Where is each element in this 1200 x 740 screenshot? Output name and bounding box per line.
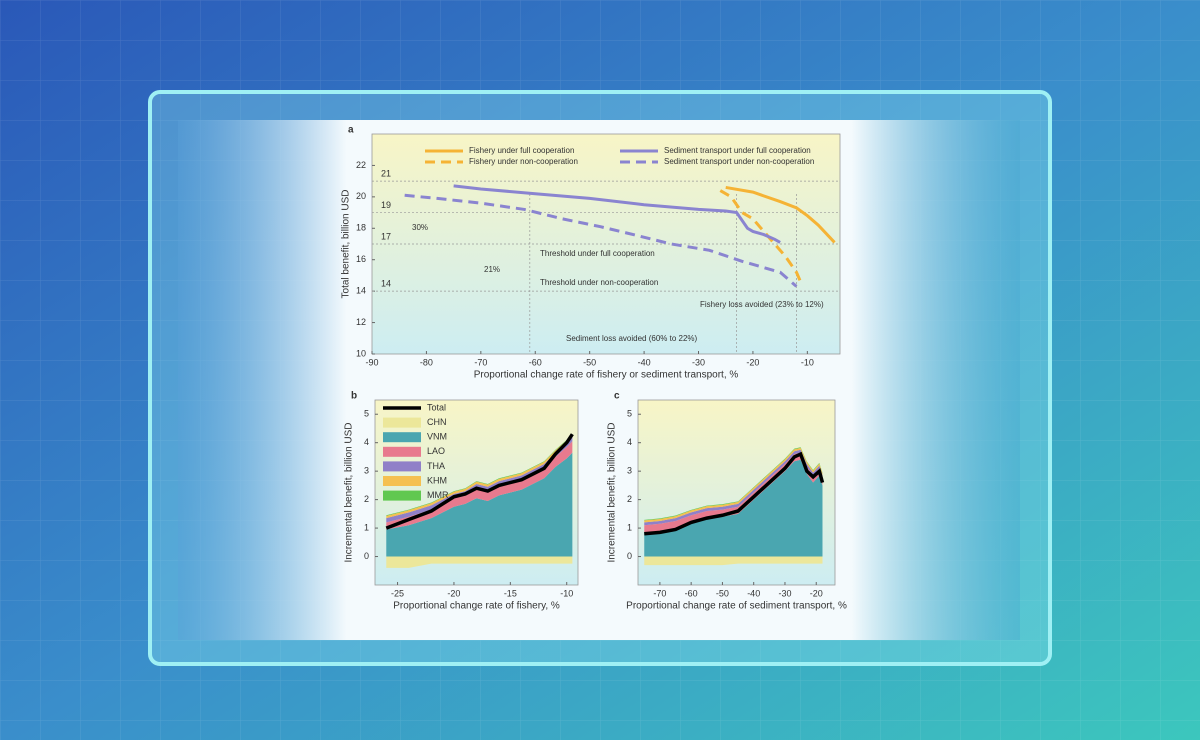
area-segment [644,447,823,523]
annotation: Threshold under non-cooperation [540,278,658,287]
y-tick-label: 18 [356,223,366,233]
legend-swatch [383,461,421,472]
y-tick-label: 14 [356,286,366,296]
x-tick-label: -40 [747,588,760,598]
reference-label: 21 [381,169,391,179]
series-line [453,184,781,244]
x-axis-title: Proportional change rate of fishery or s… [474,370,739,381]
legend-swatch [383,432,421,443]
y-tick-label: 10 [356,348,366,358]
y-tick-label: 3 [364,466,369,476]
x-tick-label: -15 [504,588,517,598]
legend-label: Sediment transport under non-cooperation [664,157,814,166]
figure: a-90 -80 -70 -60 -50 -40 -30 -20 -10101214161820… [341,125,847,612]
y-tick-label: 20 [356,191,366,201]
area-segment [644,449,823,526]
annotation: 30% [412,223,428,232]
y-tick-label: 5 [364,409,369,419]
y-tick-label: 5 [627,409,632,419]
reference-label: 14 [381,279,391,289]
annotation: Sediment loss avoided (60% to 22%) [566,334,698,343]
y-tick-label: 2 [627,494,632,504]
y-tick-label: 0 [364,551,369,561]
y-axis-title: Incremental benefit, billion USD [344,422,355,562]
area-segment [386,556,573,568]
y-tick-label: 1 [627,522,632,532]
x-tick-label: -20 [810,588,823,598]
legend-swatch [383,417,421,428]
legend-label: VNM [427,432,447,442]
y-tick-label: 1 [364,522,369,532]
x-tick-label: -10 [560,588,573,598]
legend-label: Sediment transport under full cooperatio… [664,146,811,155]
annotation: 21% [484,265,500,274]
area-segment [386,437,573,523]
total-line [644,451,825,536]
y-tick-label: 2 [364,494,369,504]
legend-swatch [383,476,421,486]
area-segment [644,556,823,566]
series-line [404,193,798,288]
reference-label: 17 [381,231,391,241]
legend-label: Fishery under non-cooperation [469,157,578,166]
series-line [725,185,836,244]
legend-label: CHN [427,417,447,427]
y-tick-label: 4 [627,437,632,447]
y-tick-label: 4 [364,437,369,447]
x-tick-label: -25 [391,588,404,598]
x-tick-label: -50 [583,357,596,367]
annotation: Threshold under full cooperation [540,249,655,258]
x-axis-title: Proportional change rate of sediment tra… [626,601,847,612]
y-axis-title: Total benefit, billion USD [341,190,352,299]
panel-label: a [348,125,354,136]
total-line [385,433,574,530]
y-tick-label: 16 [356,254,366,264]
area-segment [644,459,823,557]
y-tick-label: 12 [356,317,366,327]
panel-label: c [614,391,620,402]
x-tick-label: -70 [474,357,487,367]
y-tick-label: 22 [356,160,366,170]
legend-swatch [383,490,421,501]
legend-label: MMR [427,490,449,500]
x-tick-label: -50 [716,588,729,598]
area-segment [386,452,573,557]
reference-label: 19 [381,200,391,210]
x-tick-label: -60 [529,357,542,367]
legend-label: LAO [427,446,445,456]
x-tick-label: -30 [692,357,705,367]
area-segment [644,447,823,521]
legend-label: Total [427,402,446,412]
panel-label: b [351,391,357,402]
annotation: Fishery loss avoided (23% to 12%) [700,300,824,309]
legend-label: Fishery under full cooperation [469,146,574,155]
x-tick-label: -20 [746,357,759,367]
x-tick-label: -10 [801,357,814,367]
legend-label: KHM [427,475,447,485]
x-tick-label: -60 [685,588,698,598]
y-axis-title: Incremental benefit, billion USD [607,422,618,562]
series-line [719,189,804,286]
legend-label: THA [427,461,445,471]
x-axis-title: Proportional change rate of fishery, % [393,601,560,612]
y-tick-label: 3 [627,466,632,476]
x-tick-label: -20 [447,588,460,598]
y-tick-label: 0 [627,551,632,561]
x-tick-label: -90 [365,357,378,367]
x-tick-label: -80 [420,357,433,367]
legend-swatch [383,446,421,457]
x-tick-label: -40 [638,357,651,367]
x-tick-label: -30 [778,588,791,598]
x-tick-label: -70 [653,588,666,598]
